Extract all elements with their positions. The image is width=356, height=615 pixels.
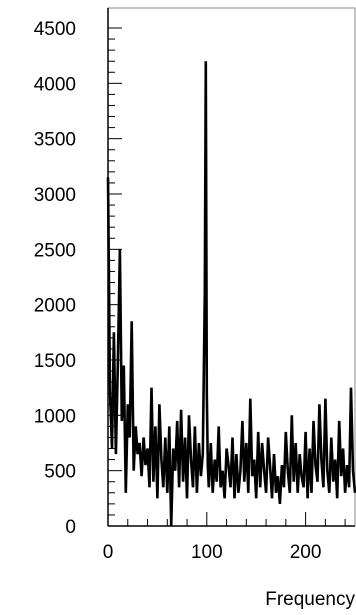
- y-tick-label: 500: [44, 462, 76, 483]
- y-tick-label: 4500: [34, 19, 76, 40]
- x-tick-label: 200: [290, 542, 322, 563]
- y-tick-label: 2000: [34, 296, 76, 317]
- y-tick-label: 2500: [34, 240, 76, 261]
- y-tick-label: 4000: [34, 74, 76, 95]
- x-tick-label: 100: [191, 542, 223, 563]
- x-axis: 0 100 200: [103, 512, 346, 563]
- spectrum-line: [106, 61, 356, 527]
- x-axis-title: Frequency: [265, 589, 355, 610]
- y-tick-label: 1500: [34, 351, 76, 372]
- series-layer: [106, 61, 356, 527]
- y-tick-label: 3500: [34, 130, 76, 151]
- y-tick-label: 0: [65, 517, 76, 538]
- y-tick-label: 1000: [34, 406, 76, 427]
- y-tick-label: 3000: [34, 185, 76, 206]
- y-axis: 0 500 1000 1500 2000 2500 3000 3500 4000 4500: [34, 19, 122, 538]
- x-tick-label: 0: [103, 542, 114, 563]
